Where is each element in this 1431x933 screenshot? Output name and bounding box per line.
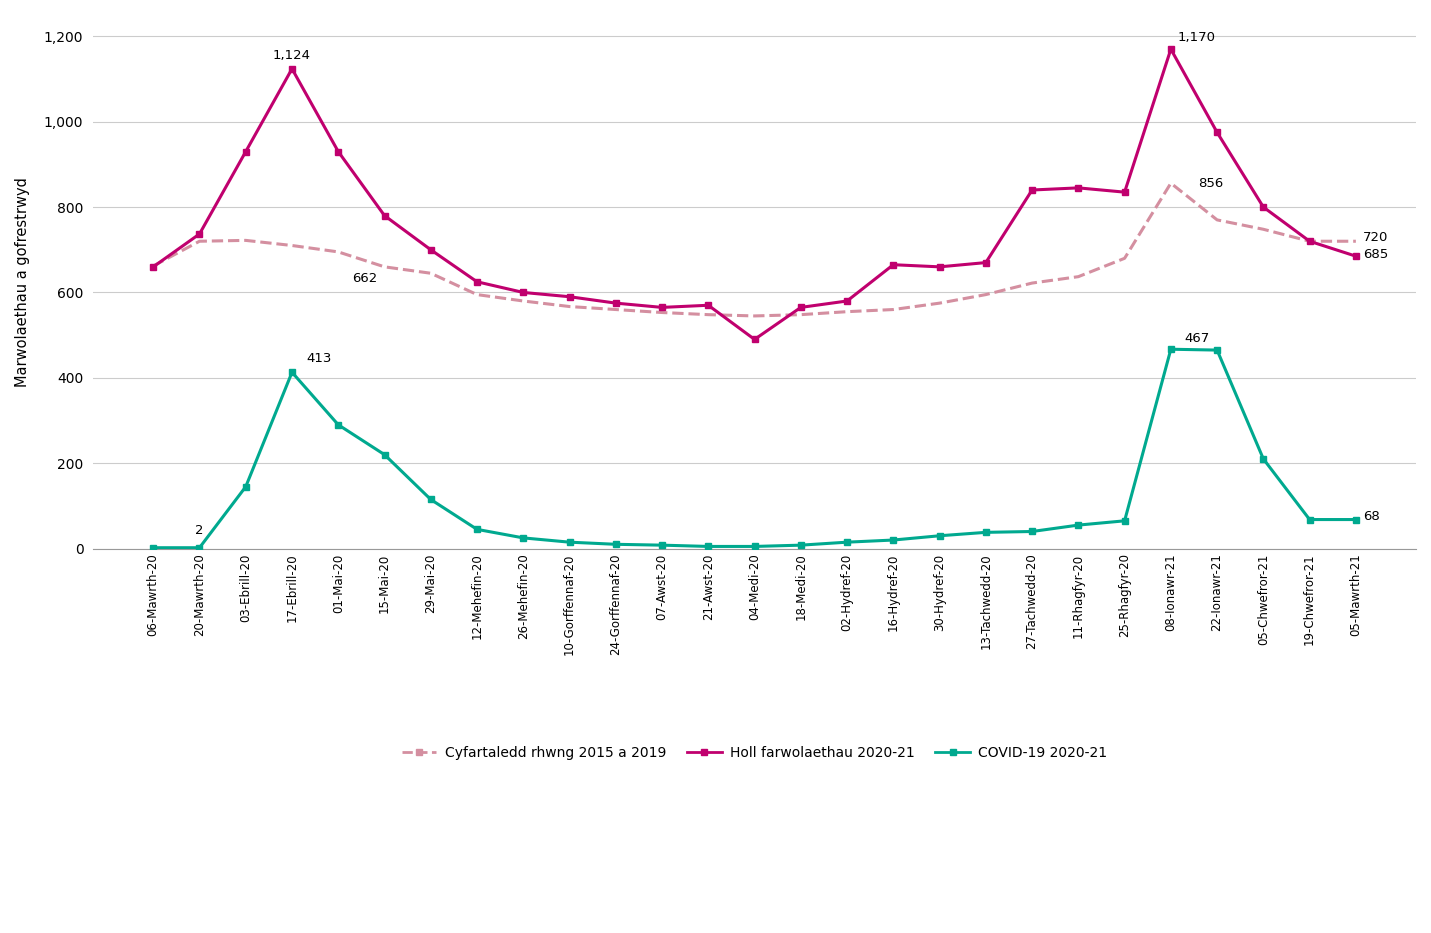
Y-axis label: Marwolaethau a gofrestrwyd: Marwolaethau a gofrestrwyd (14, 177, 30, 386)
Text: 720: 720 (1362, 231, 1388, 244)
Text: 1,170: 1,170 (1178, 31, 1216, 44)
Text: 68: 68 (1362, 510, 1379, 523)
Text: 2: 2 (195, 523, 203, 536)
Text: 413: 413 (306, 352, 331, 365)
Text: 1,124: 1,124 (273, 49, 311, 62)
Text: 662: 662 (352, 272, 378, 285)
Text: 467: 467 (1185, 331, 1211, 344)
Text: 856: 856 (1199, 177, 1224, 190)
Legend: Cyfartaledd rhwng 2015 a 2019, Holl farwolaethau 2020-21, COVID-19 2020-21: Cyfartaledd rhwng 2015 a 2019, Holl farw… (396, 741, 1113, 766)
Text: 685: 685 (1362, 247, 1388, 260)
